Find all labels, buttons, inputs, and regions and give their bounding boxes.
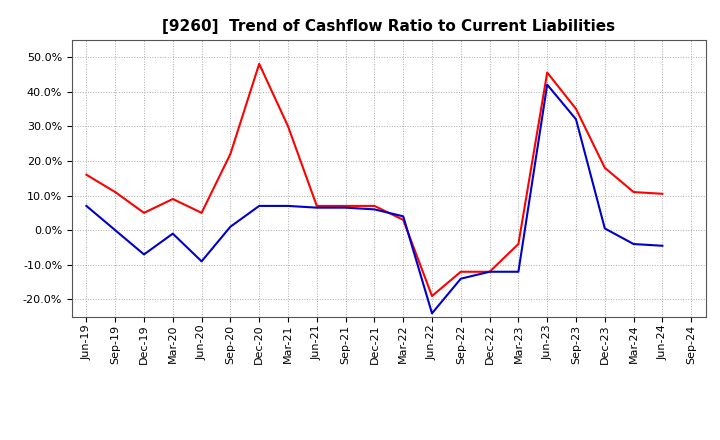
Operating CF to Current Liabilities	[140, 210, 148, 216]
Operating CF to Current Liabilities	[629, 189, 638, 194]
Operating CF to Current Liabilities	[370, 203, 379, 209]
Operating CF to Current Liabilities	[111, 189, 120, 194]
Operating CF to Current Liabilities	[485, 269, 494, 275]
Operating CF to Current Liabilities	[543, 70, 552, 75]
Free CF to Current Liabilities	[572, 117, 580, 122]
Operating CF to Current Liabilities	[312, 203, 321, 209]
Line: Free CF to Current Liabilities: Free CF to Current Liabilities	[86, 84, 662, 313]
Operating CF to Current Liabilities	[168, 196, 177, 202]
Operating CF to Current Liabilities	[197, 210, 206, 216]
Free CF to Current Liabilities	[284, 203, 292, 209]
Free CF to Current Liabilities	[658, 243, 667, 249]
Operating CF to Current Liabilities	[600, 165, 609, 170]
Free CF to Current Liabilities	[312, 205, 321, 210]
Free CF to Current Liabilities	[197, 259, 206, 264]
Free CF to Current Liabilities	[168, 231, 177, 236]
Free CF to Current Liabilities	[140, 252, 148, 257]
Operating CF to Current Liabilities	[226, 151, 235, 157]
Operating CF to Current Liabilities	[255, 61, 264, 66]
Operating CF to Current Liabilities	[284, 124, 292, 129]
Free CF to Current Liabilities	[399, 214, 408, 219]
Free CF to Current Liabilities	[255, 203, 264, 209]
Free CF to Current Liabilities	[543, 82, 552, 87]
Free CF to Current Liabilities	[341, 205, 350, 210]
Free CF to Current Liabilities	[600, 226, 609, 231]
Free CF to Current Liabilities	[456, 276, 465, 281]
Free CF to Current Liabilities	[514, 269, 523, 275]
Free CF to Current Liabilities	[82, 203, 91, 209]
Operating CF to Current Liabilities	[572, 106, 580, 111]
Free CF to Current Liabilities	[428, 311, 436, 316]
Operating CF to Current Liabilities	[658, 191, 667, 196]
Line: Operating CF to Current Liabilities: Operating CF to Current Liabilities	[86, 64, 662, 296]
Free CF to Current Liabilities	[629, 242, 638, 247]
Free CF to Current Liabilities	[370, 207, 379, 212]
Operating CF to Current Liabilities	[341, 203, 350, 209]
Operating CF to Current Liabilities	[456, 269, 465, 275]
Operating CF to Current Liabilities	[428, 293, 436, 299]
Operating CF to Current Liabilities	[399, 217, 408, 222]
Free CF to Current Liabilities	[226, 224, 235, 229]
Free CF to Current Liabilities	[485, 269, 494, 275]
Title: [9260]  Trend of Cashflow Ratio to Current Liabilities: [9260] Trend of Cashflow Ratio to Curren…	[162, 19, 616, 34]
Free CF to Current Liabilities	[111, 227, 120, 233]
Operating CF to Current Liabilities	[82, 172, 91, 177]
Operating CF to Current Liabilities	[514, 242, 523, 247]
